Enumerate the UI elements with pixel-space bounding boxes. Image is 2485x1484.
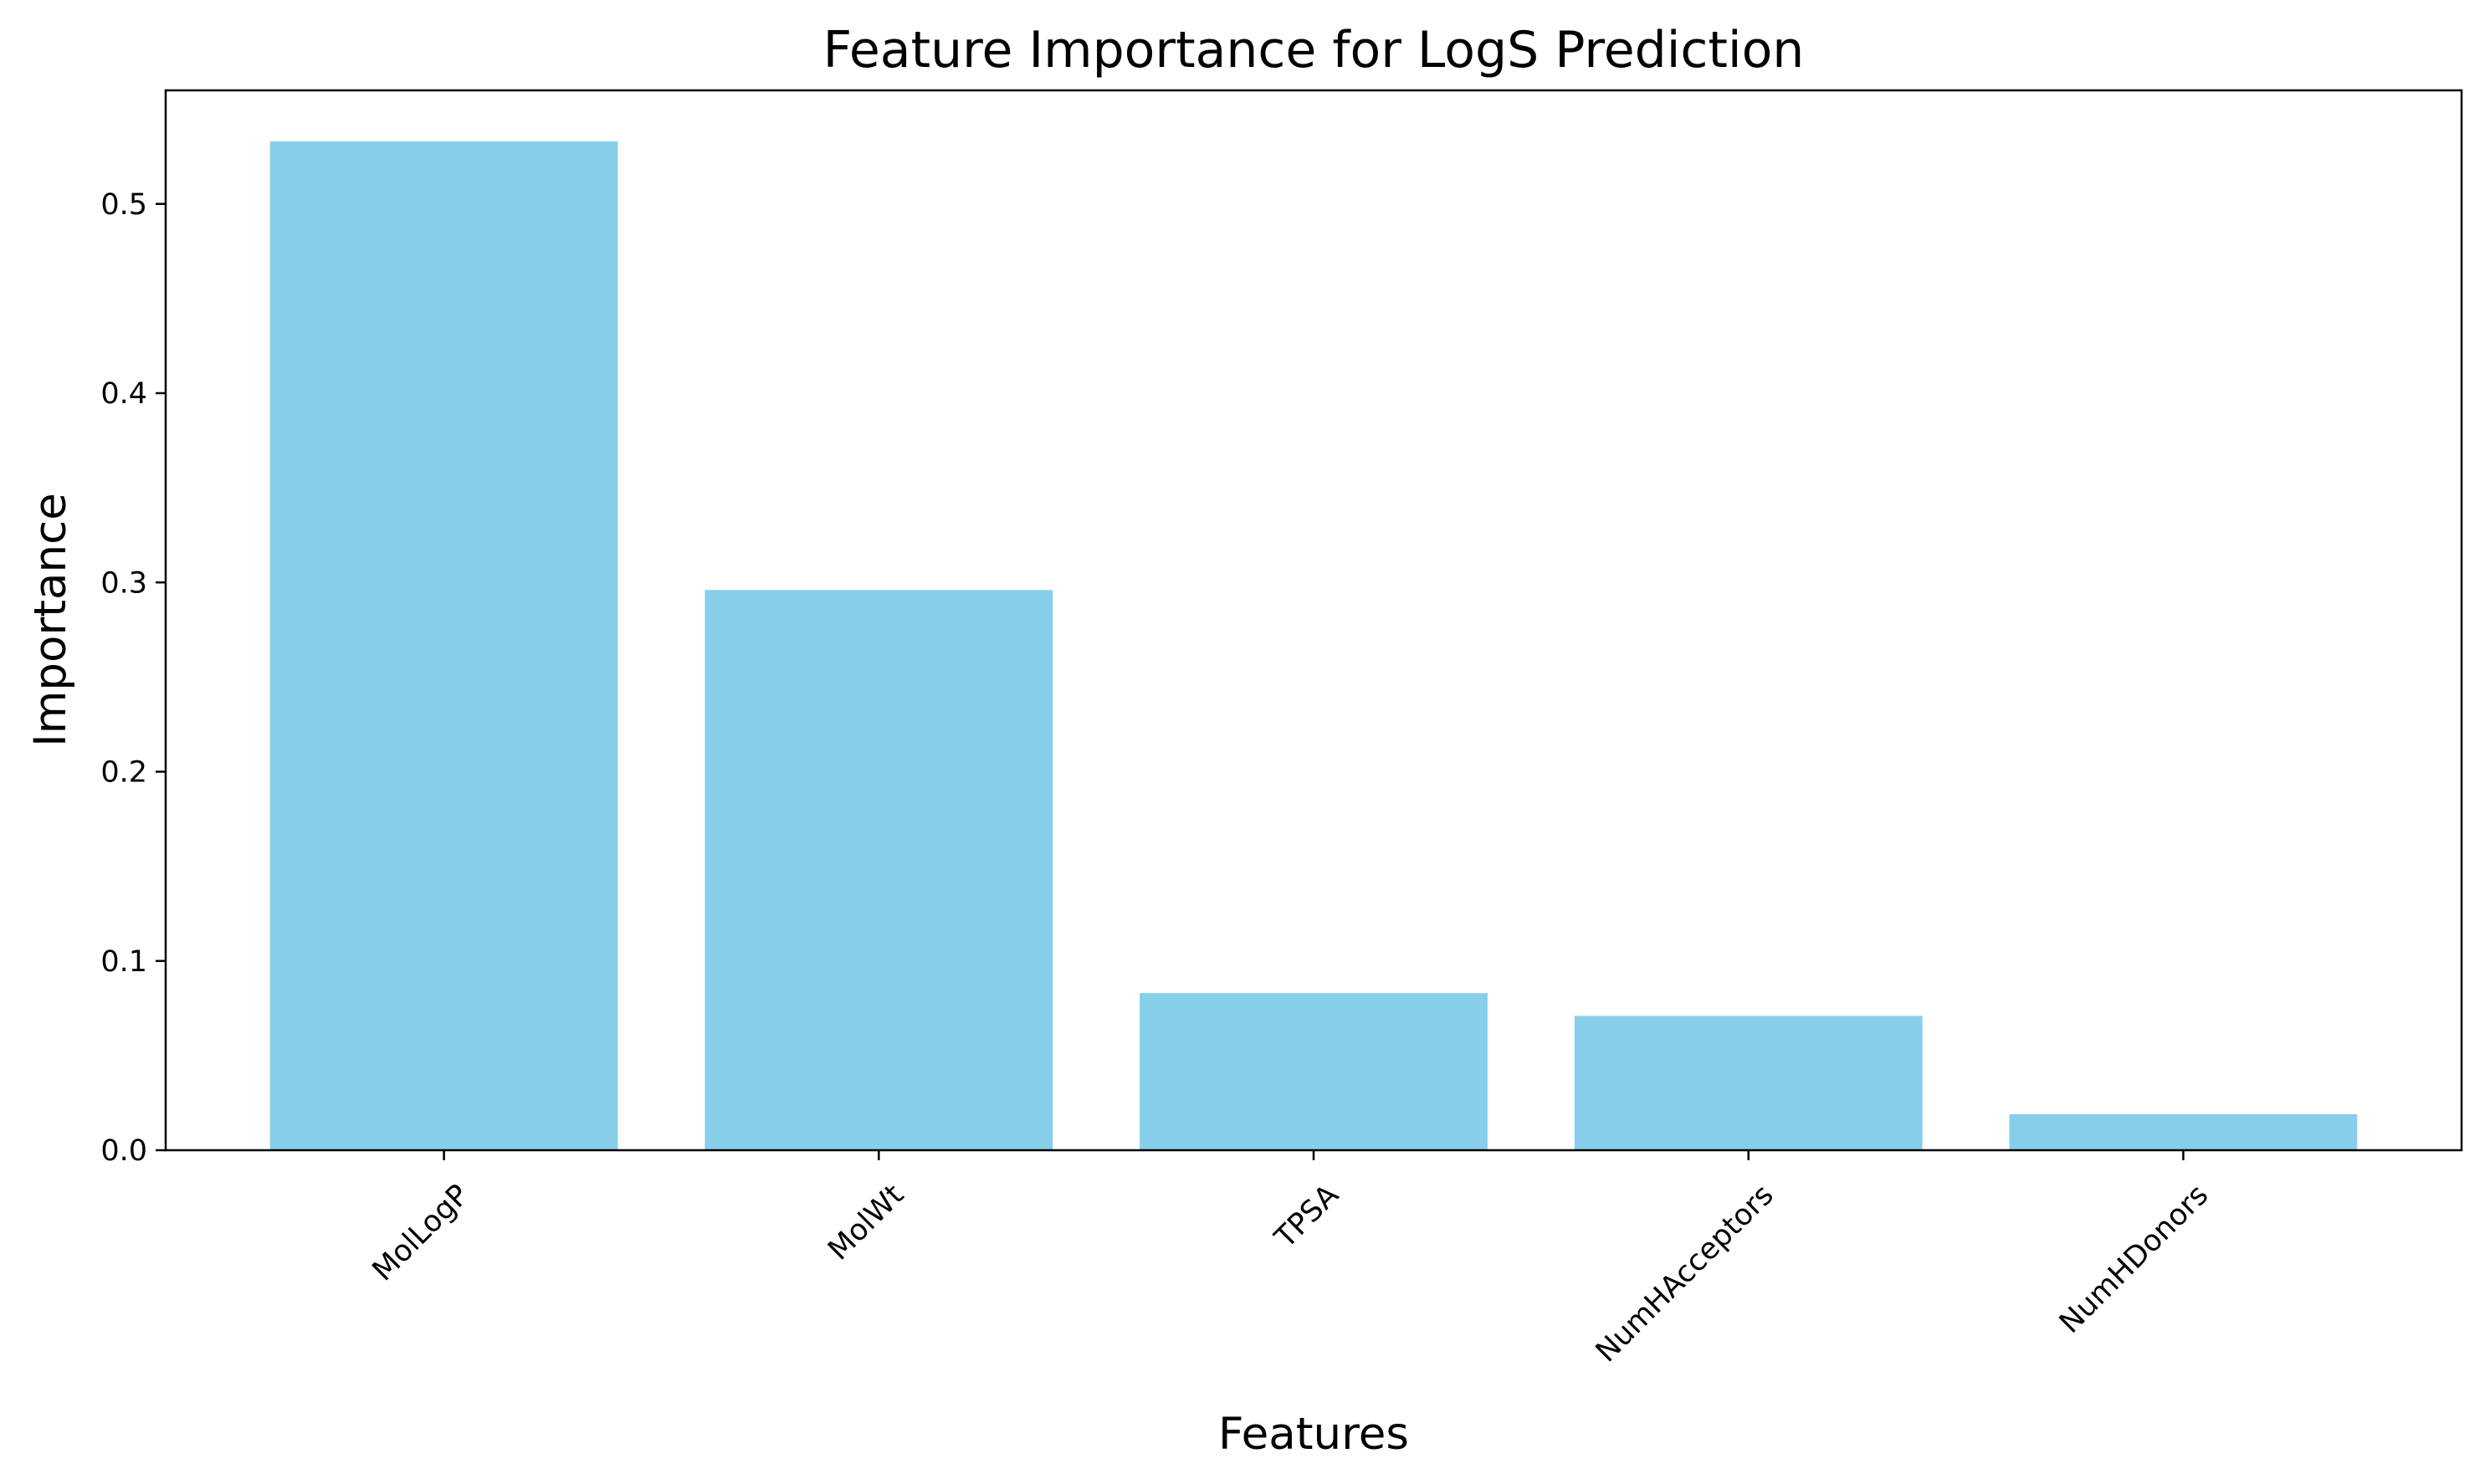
y-tick-label: 0.4	[100, 377, 147, 411]
y-tick-label: 0.3	[100, 566, 147, 600]
bar-tpsa	[1140, 993, 1488, 1150]
y-tick-label: 0.1	[100, 945, 147, 979]
bar-numhacceptors	[1574, 1016, 1923, 1150]
chart-title: Feature Importance for LogS Prediction	[823, 21, 1805, 79]
y-axis-label: Importance	[25, 493, 76, 747]
bars-layer	[269, 141, 2358, 1150]
plot-frame	[164, 89, 2463, 1152]
y-tick-label: 0.5	[100, 188, 147, 222]
bar-molwt	[705, 590, 1053, 1150]
y-tick-label: 0.0	[100, 1134, 147, 1168]
x-axis-label: Features	[1218, 1409, 1409, 1460]
bar-mollogp	[269, 141, 618, 1150]
y-tick-label: 0.2	[100, 756, 147, 790]
bar-numhdonors	[2009, 1114, 2358, 1150]
y-axis-ticks: 0.0 0.1 0.2 0.3 0.4 0.5	[100, 188, 166, 1168]
